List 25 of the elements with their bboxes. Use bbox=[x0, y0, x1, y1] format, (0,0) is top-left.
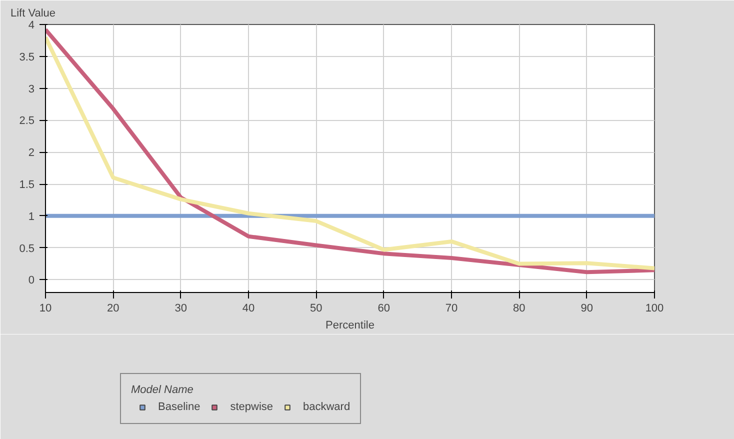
x-tick-label: 20 bbox=[107, 302, 120, 314]
legend-label: backward bbox=[303, 401, 350, 413]
x-tick-label: 50 bbox=[310, 302, 322, 314]
x-tick-label: 70 bbox=[445, 302, 458, 314]
y-tick-label: 4 bbox=[28, 20, 35, 32]
x-axis-title: Percentile bbox=[326, 320, 374, 332]
x-tick-label: 10 bbox=[39, 302, 52, 314]
legend-title: Model Name bbox=[131, 384, 194, 396]
legend-label: stepwise bbox=[230, 401, 273, 413]
x-tick-label: 60 bbox=[378, 302, 390, 314]
y-tick-label: 3 bbox=[28, 83, 35, 96]
legend-label: Baseline bbox=[158, 401, 200, 413]
x-tick-label: 40 bbox=[242, 302, 255, 314]
x-tick-label: 30 bbox=[174, 302, 187, 314]
y-tick-label: 0 bbox=[28, 274, 35, 287]
y-tick-label: 0.5 bbox=[19, 242, 35, 255]
y-axis-title: Lift Value bbox=[10, 8, 56, 20]
y-tick-label: 2.5 bbox=[19, 115, 35, 128]
y-tick-label: 3.5 bbox=[19, 51, 35, 64]
y-tick-label: 1 bbox=[28, 210, 35, 223]
y-tick-label: 2 bbox=[28, 147, 35, 160]
x-tick-label: 100 bbox=[645, 302, 664, 314]
x-tick-label: 90 bbox=[580, 302, 593, 314]
x-tick-label: 80 bbox=[513, 302, 526, 314]
y-tick-label: 1.5 bbox=[19, 179, 35, 192]
